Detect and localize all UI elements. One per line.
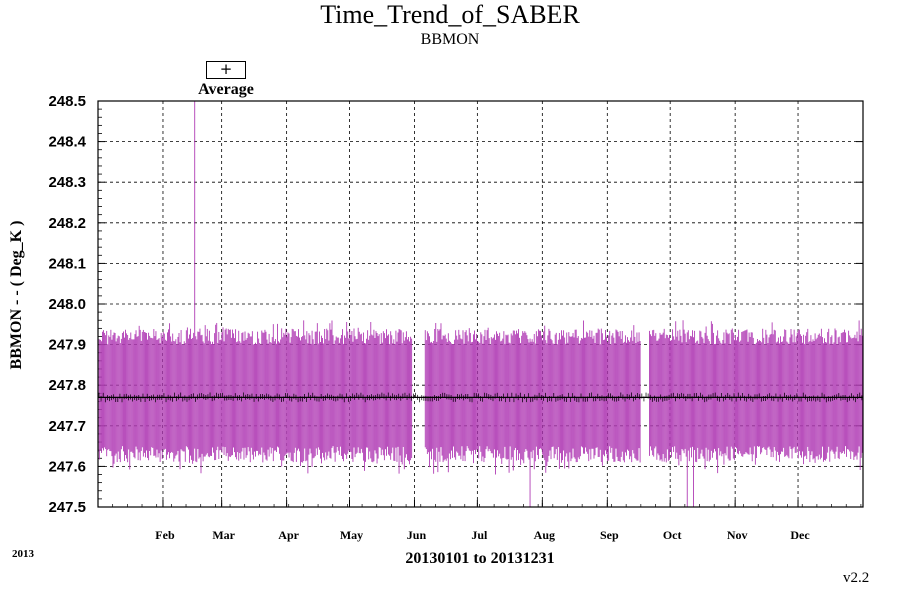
version-label: v2.2 [843,570,870,586]
x-axis-label: 20130101 to 20131231 [405,550,555,567]
x-tick-label: Jul [471,528,488,542]
year-label: 2013 [12,548,34,560]
y-tick-label: 248.0 [48,296,86,313]
x-tick-label: Apr [278,528,299,542]
y-tick-label: 248.4 [48,134,86,151]
y-tick-label: 248.1 [48,255,86,272]
legend-marker-box: + [206,61,246,79]
y-tick-label: 247.5 [48,499,86,516]
x-tick-label: May [340,528,363,542]
x-tick-label: Sep [600,528,619,542]
y-tick-label: 247.7 [48,418,86,435]
y-tick-labels: 248.5 248.4 248.3 248.2 248.1 248.0 247.9 247.8… [48,93,86,516]
x-tick-labels: Feb Mar Apr May Jun Jul Aug Sep Oct Nov Dec [155,528,810,542]
x-tick-label: Oct [663,528,682,542]
plot-frame [97,100,864,508]
y-tick-label: 247.8 [48,377,86,394]
y-tick-label: 248.5 [48,93,86,110]
x-tick-label: Dec [790,528,810,542]
x-tick-label: Jun [407,528,427,542]
chart-title: Time_Trend_of_SABER [320,0,580,29]
x-tick-label: Aug [534,528,555,542]
x-tick-label: Feb [155,528,175,542]
y-tick-label: 248.3 [48,174,86,191]
chart-subtitle: BBMON [420,31,480,48]
x-tick-label: Nov [727,528,748,542]
legend-label: Average [198,81,254,98]
average-line-layer [98,392,863,403]
y-tick-label: 247.9 [48,337,86,354]
y-tick-label: 248.2 [48,215,86,232]
y-tick-label: 247.6 [48,458,86,475]
x-tick-label: Mar [212,528,235,542]
